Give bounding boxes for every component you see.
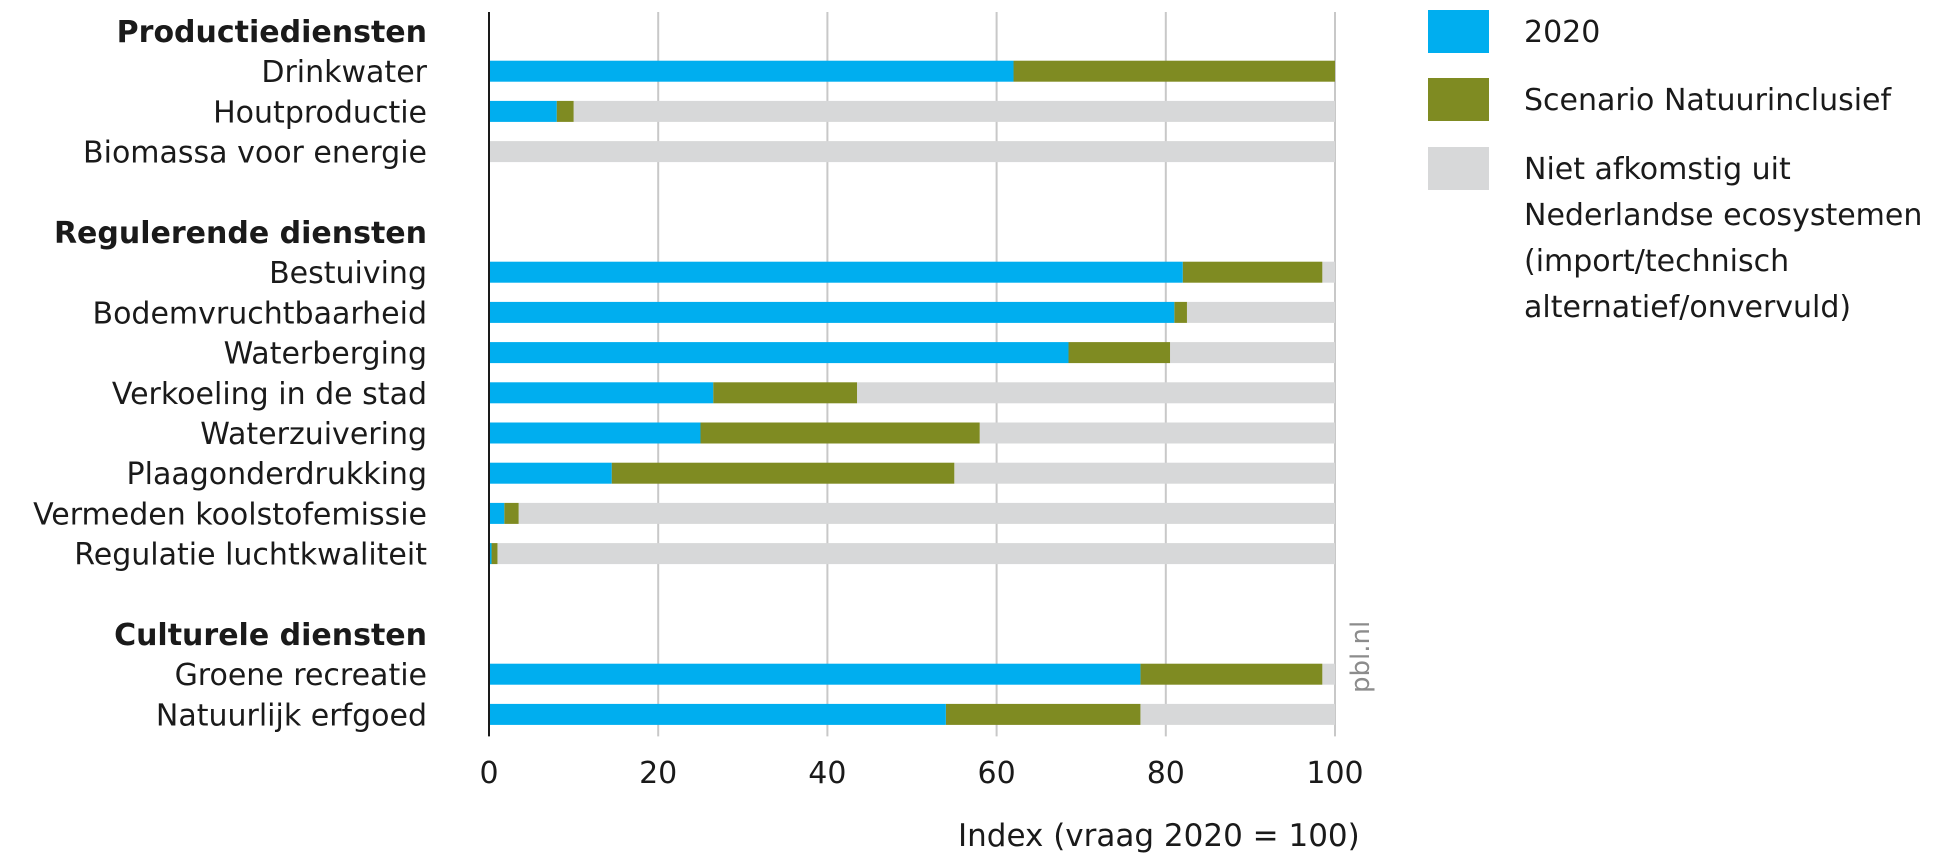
bar-scenario-waterzuivering	[700, 422, 980, 444]
legend-label-remainder-line-3: (import/technisch	[1524, 244, 1790, 279]
category-label-bestuiving: Bestuiving	[269, 256, 427, 291]
bar-2020-vermeden-koolstofemissie	[489, 502, 505, 524]
legend-label-remainder-line-1: Niet afkomstig uit	[1524, 152, 1791, 187]
legend-swatch-scenario	[1428, 78, 1489, 121]
bar-remainder-plaagonderdrukking	[954, 462, 1335, 484]
bar-2020-natuurlijk-erfgoed	[489, 703, 946, 725]
x-tick-label-60: 60	[978, 756, 1016, 791]
bar-remainder-biomassa-voor-energie	[489, 141, 1335, 163]
group-heading-productiediensten: Productiediensten	[117, 15, 427, 50]
category-label-natuurlijk-erfgoed: Natuurlijk erfgoed	[156, 698, 427, 733]
category-labels: Productiediensten Drinkwater Houtproductie…	[33, 15, 428, 733]
bar-2020-verkoeling-in-de-stad	[489, 382, 714, 404]
category-label-verkoeling-in-de-stad: Verkoeling in de stad	[112, 377, 427, 412]
bar-scenario-waterberging	[1068, 342, 1171, 364]
bar-scenario-houtproductie	[556, 100, 574, 122]
x-tick-labels: 0 20 40 60 80 100	[479, 756, 1363, 791]
x-tick-label-80: 80	[1147, 756, 1185, 791]
legend-label-remainder-line-4: alternatief/onvervuld)	[1524, 290, 1852, 325]
bar-2020-plaagonderdrukking	[489, 462, 612, 484]
bar-scenario-bodemvruchtbaarheid	[1174, 301, 1187, 323]
bar-remainder-bestuiving	[1322, 261, 1335, 283]
bar-scenario-verkoeling-in-de-stad	[713, 382, 858, 404]
bar-remainder-waterzuivering	[979, 422, 1335, 444]
category-label-groene-recreatie: Groene recreatie	[175, 658, 427, 693]
category-label-bodemvruchtbaarheid: Bodemvruchtbaarheid	[93, 296, 428, 331]
bar-remainder-natuurlijk-erfgoed	[1140, 703, 1335, 725]
bar-scenario-regulatie-luchtkwaliteit	[491, 543, 498, 565]
legend-label-remainder-line-2: Nederlandse ecosystemen	[1524, 198, 1923, 233]
x-tick-label-0: 0	[479, 756, 498, 791]
x-tick-label-20: 20	[639, 756, 677, 791]
category-label-drinkwater: Drinkwater	[261, 55, 427, 90]
bar-remainder-verkoeling-in-de-stad	[857, 382, 1335, 404]
bar-remainder-waterberging	[1170, 342, 1335, 364]
watermark-pbl: pbl.nl	[1346, 620, 1376, 693]
gridlines	[657, 12, 1336, 737]
group-heading-regulerende-diensten: Regulerende diensten	[54, 216, 427, 251]
legend-label-2020: 2020	[1524, 15, 1601, 50]
bar-scenario-drinkwater	[1013, 60, 1335, 82]
bar-2020-houtproductie	[489, 100, 557, 122]
bar-remainder-vermeden-koolstofemissie	[518, 502, 1335, 524]
bars	[489, 60, 1336, 725]
x-axis-label: Index (vraag 2020 = 100)	[958, 818, 1360, 854]
legend-swatch-2020	[1428, 10, 1489, 53]
x-tick-label-40: 40	[808, 756, 846, 791]
group-heading-culturele-diensten: Culturele diensten	[114, 618, 427, 653]
bar-remainder-houtproductie	[573, 100, 1335, 122]
bar-2020-drinkwater	[489, 60, 1014, 82]
category-label-waterzuivering: Waterzuivering	[200, 417, 427, 452]
category-label-biomassa-voor-energie: Biomassa voor energie	[83, 136, 427, 171]
bar-remainder-bodemvruchtbaarheid	[1186, 301, 1335, 323]
category-label-regulatie-luchtkwaliteit: Regulatie luchtkwaliteit	[74, 538, 427, 573]
bar-scenario-plaagonderdrukking	[611, 462, 955, 484]
bar-2020-groene-recreatie	[489, 663, 1141, 685]
category-label-houtproductie: Houtproductie	[213, 95, 427, 130]
bar-2020-bestuiving	[489, 261, 1183, 283]
legend-label-scenario: Scenario Natuurinclusief	[1524, 83, 1892, 118]
bar-scenario-groene-recreatie	[1140, 663, 1323, 685]
bar-2020-regulatie-luchtkwaliteit	[489, 543, 492, 565]
bar-remainder-groene-recreatie	[1322, 663, 1335, 685]
bar-scenario-natuurlijk-erfgoed	[945, 703, 1141, 725]
bar-scenario-bestuiving	[1182, 261, 1323, 283]
bar-remainder-regulatie-luchtkwaliteit	[497, 543, 1336, 565]
category-label-plaagonderdrukking: Plaagonderdrukking	[127, 457, 427, 492]
bar-2020-waterberging	[489, 342, 1069, 364]
bar-scenario-vermeden-koolstofemissie	[504, 502, 519, 524]
bar-2020-waterzuivering	[489, 422, 701, 444]
x-tick-label-100: 100	[1306, 756, 1363, 791]
category-label-waterberging: Waterberging	[224, 337, 427, 372]
bar-2020-bodemvruchtbaarheid	[489, 301, 1175, 323]
category-label-vermeden-koolstofemissie: Vermeden koolstofemissie	[33, 497, 427, 532]
legend-swatch-remainder	[1428, 147, 1489, 190]
